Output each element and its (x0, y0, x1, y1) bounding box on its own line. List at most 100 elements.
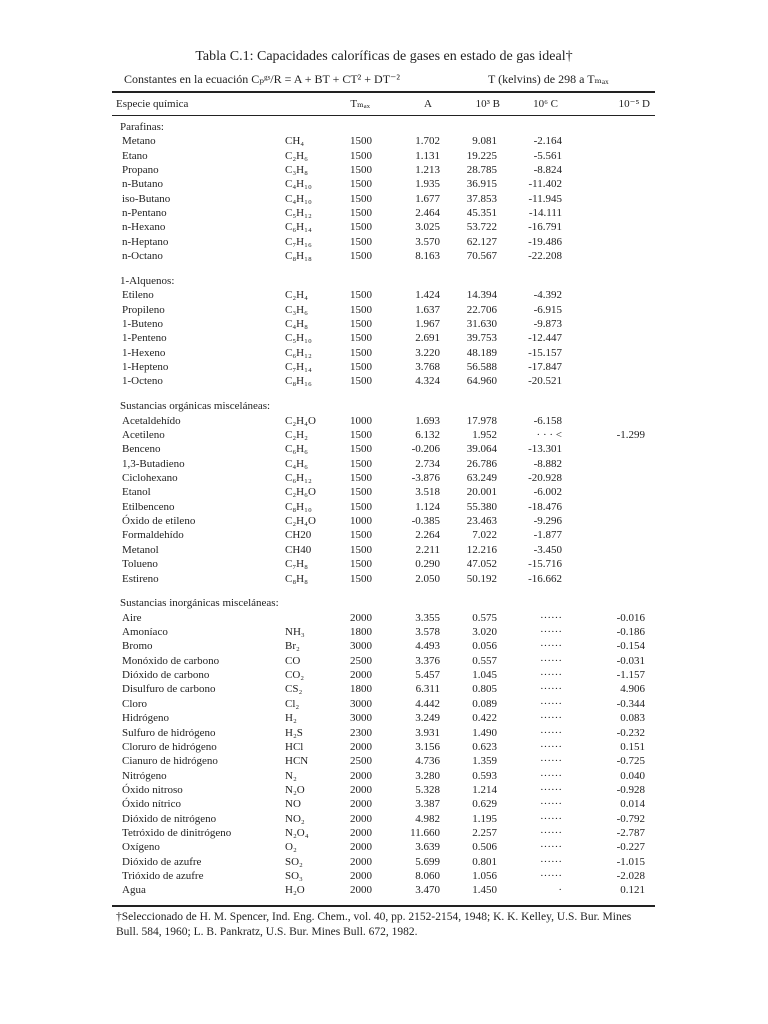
cell-formula: C₂H₆O (285, 486, 316, 499)
cell-formula: C₅H₁₂ (285, 207, 312, 220)
cell-a: 4.324 (415, 375, 440, 388)
cell-c: -6.158 (533, 414, 562, 427)
cell-c: ······ (540, 669, 562, 682)
cell-formula: C₈H₁₀ (285, 500, 312, 513)
cell-species: Hidrógeno (122, 712, 170, 725)
cell-b: 0.557 (472, 654, 497, 667)
cell-formula: C₈H₈ (285, 572, 308, 585)
cell-b: 2.257 (472, 826, 497, 839)
cell-species: n-Pentano (122, 207, 167, 220)
cell-b: 31.630 (466, 318, 497, 331)
cell-tmax: 1500 (350, 135, 372, 148)
cell-c: -13.301 (528, 443, 562, 456)
cell-c: -14.111 (528, 207, 562, 220)
cell-d: -0.186 (616, 626, 645, 639)
footnote: †Seleccionado de H. M. Spencer, Ind. Eng… (116, 911, 632, 938)
equation: Constantes en la ecuación Cₚᵍˢ/R = A + B… (124, 72, 400, 86)
cell-formula: CH₄ (285, 135, 305, 148)
cell-formula: C₈H₁₈ (285, 250, 312, 263)
cell-a: 4.736 (415, 755, 440, 768)
cell-tmax: 2000 (350, 812, 372, 825)
section-header: 1-Alquenos: (120, 275, 175, 287)
cell-c: ······ (540, 654, 562, 667)
cell-d: -2.028 (616, 870, 645, 882)
cell-b: 50.192 (466, 572, 497, 585)
cell-b: 48.189 (466, 346, 497, 359)
cell-species: Tetróxido de dinitrógeno (122, 826, 232, 839)
cell-a: 3.578 (415, 626, 440, 639)
cell-species: Formaldehído (122, 529, 184, 542)
cell-c: -20.928 (528, 472, 562, 485)
cell-c: ······ (540, 783, 562, 796)
cell-tmax: 1500 (350, 457, 372, 470)
cell-a: 2.050 (415, 572, 440, 585)
cell-species: Metano (122, 135, 156, 148)
cell-formula: CH20 (285, 529, 312, 542)
cell-c: -8.824 (533, 164, 562, 177)
cell-b: 62.127 (466, 235, 497, 248)
cell-formula: NO (285, 798, 301, 811)
cell-b: 7.022 (472, 529, 497, 542)
cell-formula: HCl (285, 740, 304, 753)
cell-a: 1.124 (415, 500, 440, 513)
cell-b: 53.722 (466, 221, 497, 234)
cell-species: Acetileno (122, 429, 165, 441)
cell-species: Benceno (122, 443, 161, 456)
cell-a: 8.163 (415, 250, 440, 263)
cell-a: 1.637 (415, 303, 440, 316)
cell-species: Monóxido de carbono (122, 654, 220, 667)
cell-d: -0.154 (616, 640, 645, 653)
cell-species: 1-Buteno (122, 318, 163, 331)
cell-c: -20.521 (528, 375, 562, 388)
cell-a: 3.768 (415, 361, 440, 374)
cell-tmax: 1800 (350, 683, 372, 696)
cell-a: 1.131 (415, 149, 440, 162)
cell-species: 1,3-Butadieno (122, 457, 185, 470)
bottom-rule (112, 905, 655, 907)
cell-d: -1.157 (616, 669, 645, 682)
cell-c: ······ (540, 855, 562, 868)
cell-a: 3.570 (415, 235, 440, 248)
cell-tmax: 2000 (350, 611, 372, 624)
cell-c: -11.945 (528, 192, 562, 205)
cell-tmax: 2500 (350, 654, 372, 667)
cell-d: -0.344 (616, 697, 645, 710)
cell-formula: C₃H₆ (285, 303, 308, 316)
cell-c: -1.877 (533, 529, 562, 542)
cell-tmax: 1000 (350, 515, 372, 528)
cell-species: Etanol (122, 486, 151, 499)
cell-b: 26.786 (466, 457, 497, 470)
cell-tmax: 1500 (350, 332, 372, 345)
cell-formula: C₂H₄O (285, 414, 316, 427)
cell-tmax: 1500 (350, 375, 372, 388)
cell-tmax: 1500 (350, 289, 372, 302)
cell-species: Ciclohexano (122, 472, 178, 485)
cell-formula: C₄H₁₀ (285, 178, 312, 191)
cell-c: ······ (540, 769, 562, 782)
cell-a: 5.699 (415, 855, 440, 868)
cell-formula: C₈H₁₆ (285, 375, 312, 388)
cell-b: 37.853 (466, 192, 497, 205)
cell-b: 22.706 (466, 303, 497, 316)
cell-formula: C₂H₂ (285, 429, 308, 441)
cell-tmax: 2000 (350, 740, 372, 753)
cell-a: -3.876 (411, 472, 440, 485)
cell-d: 0.040 (620, 769, 645, 782)
column-header: Tₘₐₓ (350, 98, 370, 110)
cell-tmax: 2000 (350, 798, 372, 811)
cell-tmax: 2000 (350, 884, 372, 897)
cell-b: 0.575 (472, 611, 497, 624)
cell-tmax: 1500 (350, 543, 372, 556)
cell-species: Acetaldehído (122, 414, 181, 427)
cell-tmax: 3000 (350, 712, 372, 725)
cell-formula: SO₃ (285, 870, 303, 882)
cell-b: 14.394 (466, 289, 497, 302)
cell-b: 70.567 (466, 250, 497, 263)
cell-a: -0.385 (411, 515, 440, 528)
cell-c: ······ (540, 826, 562, 839)
cell-a: 5.457 (415, 669, 440, 682)
cell-a: 6.132 (415, 429, 440, 441)
cell-a: 1.213 (415, 164, 440, 177)
cell-a: 2.211 (415, 543, 440, 556)
